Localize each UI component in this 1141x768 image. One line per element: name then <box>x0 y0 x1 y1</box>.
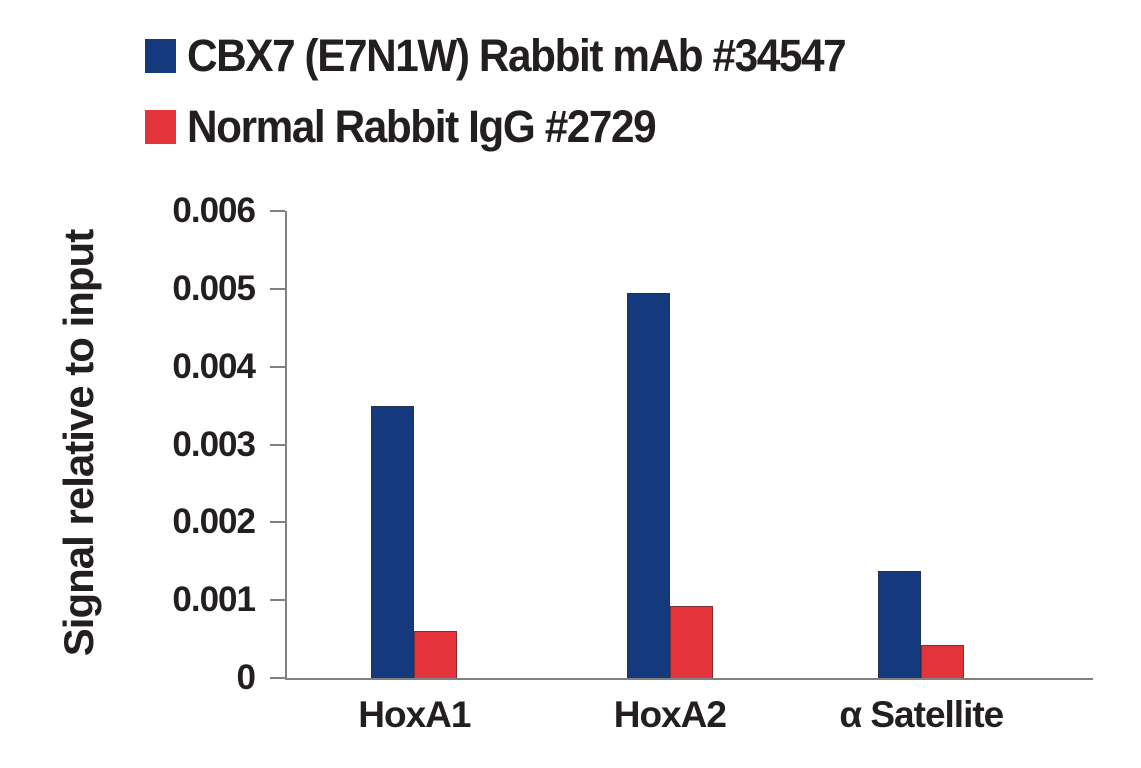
bar-antibody-α-satellite <box>878 570 922 678</box>
y-tick-mark <box>270 443 285 446</box>
bar-igg-α-satellite <box>921 644 965 678</box>
y-tick-label: 0.006 <box>172 191 256 230</box>
bar-igg-hoxa1 <box>414 631 458 678</box>
x-axis-label-hoxa2: HoxA2 <box>613 694 727 735</box>
legend-label-antibody: CBX7 (E7N1W) Rabbit mAb #34547 <box>187 30 847 81</box>
x-axis-label-hoxa1: HoxA1 <box>358 694 471 735</box>
y-tick-mark <box>270 521 285 524</box>
x-axis-label-α-satellite: α Satellite <box>839 694 1004 735</box>
y-tick-mark <box>270 599 285 602</box>
legend-label-igg: Normal Rabbit IgG #2729 <box>187 101 657 152</box>
y-tick-label: 0.002 <box>172 502 256 542</box>
y-tick-mark <box>270 365 285 368</box>
legend-swatch-red-icon <box>145 109 176 144</box>
legend-item-igg: Normal Rabbit IgG #2729 <box>145 104 887 149</box>
y-tick-mark <box>270 287 285 290</box>
y-tick-label: 0.005 <box>172 268 256 308</box>
bar-igg-hoxa2 <box>669 605 713 678</box>
bar-antibody-hoxa2 <box>626 292 670 678</box>
legend-swatch-blue-icon <box>145 38 176 73</box>
y-tick-label: 0.004 <box>172 346 256 386</box>
y-tick-label: 0.003 <box>172 424 256 464</box>
bar-antibody-hoxa1 <box>371 405 415 678</box>
legend: CBX7 (E7N1W) Rabbit mAb #34547 Normal Ra… <box>145 33 887 149</box>
y-tick-mark <box>270 210 285 212</box>
y-tick-label: 0.001 <box>172 580 256 620</box>
legend-item-antibody: CBX7 (E7N1W) Rabbit mAb #34547 <box>145 33 887 78</box>
plot-area: 0 0.001 0.002 0.003 0.004 0.005 0.006 HoxA1 HoxA… <box>172 192 1093 735</box>
y-tick-mark <box>270 677 285 679</box>
y-tick-label: 0 <box>236 658 256 697</box>
